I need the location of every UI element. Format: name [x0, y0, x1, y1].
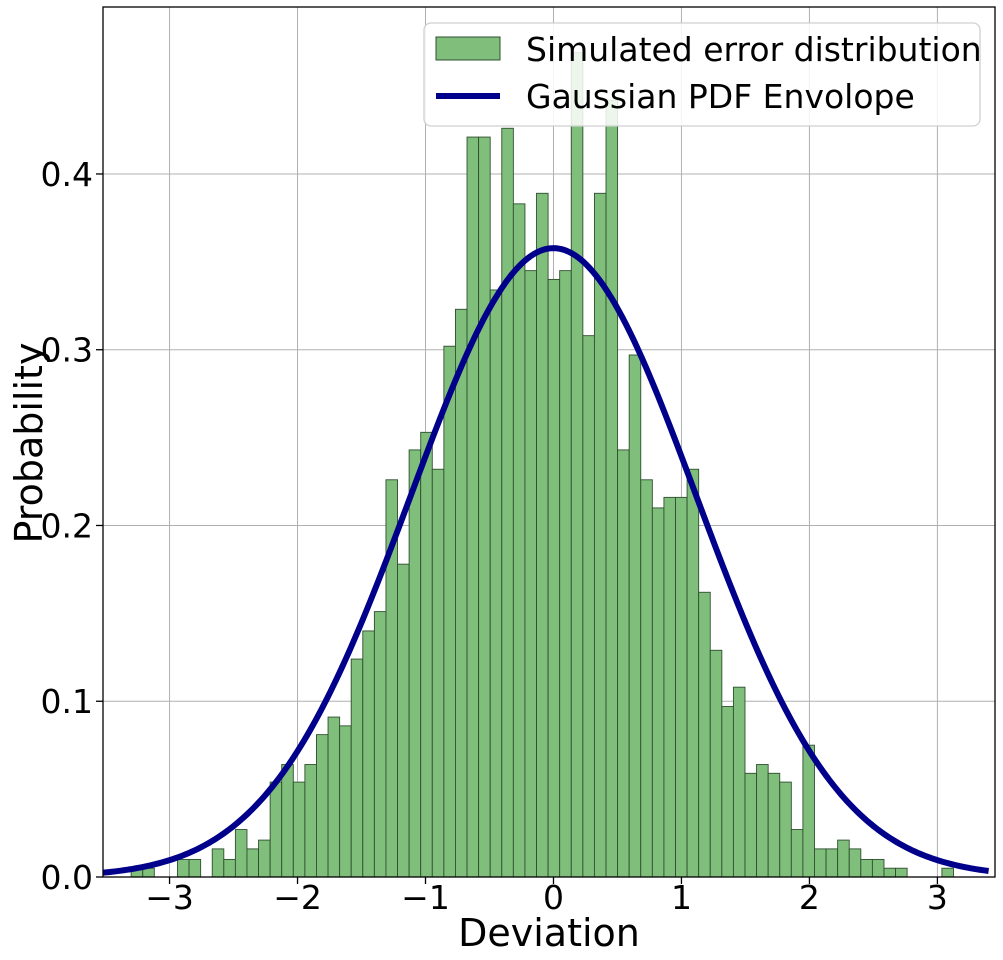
x-tick-label: 2 [799, 878, 820, 917]
histogram-bar [756, 764, 769, 878]
histogram-bar [779, 781, 792, 878]
histogram-bar [536, 192, 549, 878]
histogram-bar [814, 848, 827, 878]
histogram-bar [512, 203, 526, 878]
histogram-bar [177, 858, 190, 878]
legend-box [423, 22, 981, 127]
histogram-bar [258, 839, 271, 878]
histogram-bar [617, 449, 630, 878]
x-tick-label: −2 [273, 878, 322, 917]
legend: Simulated error distribution Gaussian PD… [423, 22, 982, 127]
histogram-bar [628, 354, 642, 878]
histogram-bar [339, 725, 352, 878]
gaussian-pdf-line [102, 245, 989, 876]
histogram-bar [246, 848, 260, 878]
y-tick-label: 0.1 [41, 682, 93, 721]
histogram-bar [825, 848, 839, 878]
histogram-bar [732, 686, 746, 878]
histogram-bar [223, 858, 236, 878]
histogram-bar [281, 764, 294, 878]
y-tick-label: 0.2 [41, 506, 93, 545]
histogram-bar [895, 867, 908, 878]
x-tick-label: −1 [401, 878, 450, 917]
histogram-bar [316, 734, 329, 878]
histogram-bar [524, 270, 537, 878]
x-tick-label: 1 [671, 878, 692, 917]
histogram-bar [547, 278, 561, 878]
histogram-bar [373, 611, 387, 878]
y-tick-label: 0.0 [41, 858, 93, 897]
y-tick-label: 0.4 [41, 155, 93, 194]
histogram-bar [234, 829, 248, 878]
histogram-bar [744, 772, 758, 878]
x-tick-label: 3 [927, 878, 948, 917]
histogram-bars [130, 52, 954, 878]
histogram-bar [802, 744, 815, 878]
histogram-bar [698, 591, 711, 878]
histogram-bar [211, 848, 225, 878]
histogram-bar [848, 848, 862, 878]
histogram-bar [767, 772, 781, 878]
histogram-bar [860, 858, 873, 878]
x-axis-ticks: −3 −2 −1 0 1 2 3 [145, 877, 948, 917]
y-axis-label: Probability [7, 343, 51, 544]
histogram-bar [397, 563, 410, 878]
plot-frame [102, 6, 996, 878]
histogram-bar [443, 345, 456, 878]
legend-swatch-histogram [435, 36, 501, 61]
histogram-bar [871, 858, 885, 878]
histogram-bar [188, 858, 202, 878]
legend-label-pdf: Gaussian PDF Envolope [526, 77, 915, 116]
histogram-bar [408, 449, 422, 878]
histogram-bar [362, 630, 375, 878]
histogram-bar [466, 136, 480, 878]
histogram-bar [640, 479, 653, 878]
histogram-bar [327, 716, 341, 878]
x-tick-label: 0 [543, 878, 564, 917]
histogram-bar [837, 839, 850, 878]
histogram-bar [651, 507, 665, 878]
histogram-bar [663, 496, 676, 878]
histogram-bar [304, 764, 317, 878]
histogram-bar [582, 335, 595, 878]
histogram-bar [593, 192, 607, 878]
y-axis-ticks: 0.0 0.1 0.2 0.3 0.4 [41, 155, 103, 897]
histogram-bar [292, 781, 306, 878]
histogram-bar [454, 308, 468, 878]
histogram-bar [350, 658, 364, 878]
histogram-bar [420, 431, 433, 878]
histogram-bar [709, 649, 723, 878]
legend-label-histogram: Simulated error distribution [526, 30, 982, 69]
histogram-bar [605, 99, 619, 878]
x-tick-label: −3 [145, 878, 194, 917]
histogram-bar [478, 136, 491, 878]
histogram-bar [501, 127, 514, 878]
histogram-bar [941, 867, 954, 878]
histogram-bar [489, 289, 503, 878]
histogram-bar [675, 496, 688, 878]
histogram-bar [686, 468, 700, 878]
histogram-bar [721, 706, 734, 878]
histogram-bar [559, 270, 572, 878]
histogram-bar [570, 52, 584, 878]
y-tick-label: 0.3 [41, 331, 93, 370]
x-axis-label: Deviation [458, 911, 640, 955]
histogram-bar [790, 829, 804, 878]
histogram-bar [431, 468, 445, 878]
histogram-bar [883, 867, 897, 878]
histogram-bar [269, 781, 283, 878]
